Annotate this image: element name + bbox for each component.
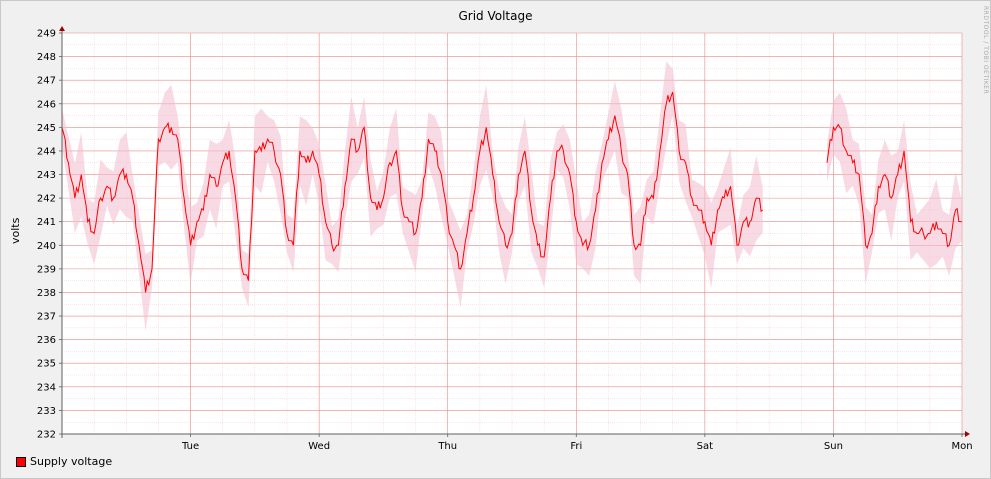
y-tick-label: 248	[37, 52, 56, 63]
x-axis-arrow	[965, 431, 970, 437]
y-tick-label: 245	[37, 123, 56, 134]
grid	[61, 32, 963, 435]
y-tick-label: 234	[37, 382, 56, 393]
x-tick-label: Fri	[570, 441, 582, 452]
y-tick-label: 247	[37, 76, 56, 87]
variance-area	[62, 61, 763, 331]
series-line-1	[826, 123, 963, 250]
y-tick-label: 242	[37, 194, 56, 205]
legend: Supply voltage	[16, 455, 112, 468]
y-tick-label: 239	[37, 264, 56, 275]
rrdtool-watermark: RRDTOOL / TOBI OETIKER	[982, 6, 989, 95]
x-tick-label: Sat	[697, 441, 713, 452]
y-tick-label: 232	[37, 430, 56, 441]
y-tick-label: 237	[37, 312, 56, 323]
x-tick-label: Tue	[181, 441, 199, 452]
series-layer	[61, 91, 963, 293]
y-tick-label: 238	[37, 288, 56, 299]
axes	[59, 26, 970, 438]
y-tick-label: 235	[37, 359, 56, 370]
x-tick-label: Thu	[437, 441, 457, 452]
chart-title: Grid Voltage	[458, 9, 533, 23]
x-ticks: Tue Wed Thu Fri Sat Sun Mon	[181, 434, 973, 452]
y-tick-label: 246	[37, 99, 56, 110]
y-tick-label: 240	[37, 241, 56, 252]
y-tick-label: 233	[37, 406, 56, 417]
y-tick-label: 244	[37, 146, 56, 157]
series-line-0	[61, 91, 764, 293]
y-axis-arrow	[59, 26, 65, 31]
y-tick-label: 249	[37, 29, 56, 40]
y-tick-label: 236	[37, 335, 56, 346]
x-tick-label: Sun	[824, 441, 843, 452]
x-tick-label: Mon	[951, 441, 972, 452]
y-tick-label: 241	[37, 217, 56, 228]
x-tick-label: Wed	[308, 441, 330, 452]
y-ticks: 232 233 234 235 236 237 238 239 240 241 242 243 244 2…	[37, 29, 62, 441]
legend-label: Supply voltage	[30, 455, 113, 468]
legend-swatch	[16, 456, 26, 467]
y-tick-label: 243	[37, 170, 56, 181]
